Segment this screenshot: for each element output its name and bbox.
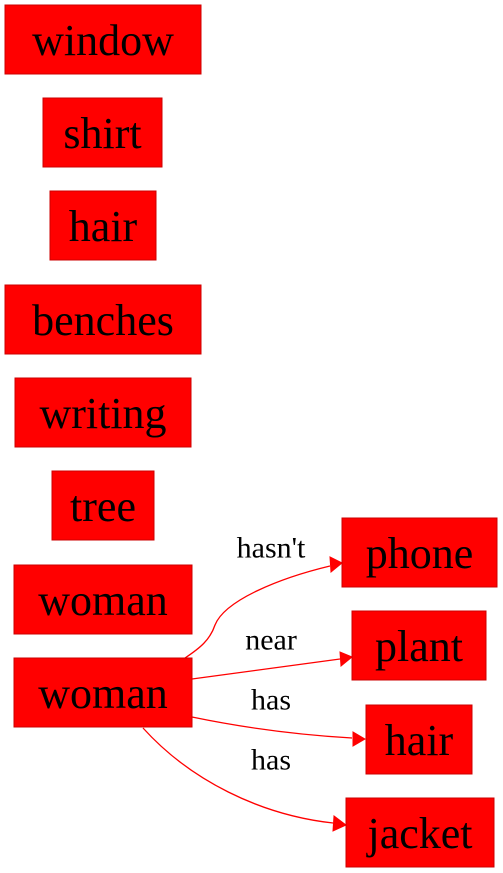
node-label: writing [39,389,166,438]
edge-woman2-hair2: has [191,684,366,747]
node-box [365,704,473,775]
node-label: jacket [365,809,472,858]
node-box [351,610,487,681]
edge-woman2-plant: near [191,624,353,680]
node-tree: tree [51,470,155,541]
arrowhead-icon [332,815,347,832]
edge-label: has [251,744,291,777]
node-woman1: woman [13,564,193,635]
node-label: plant [375,622,463,671]
edge-woman2-jacket: has [142,727,347,832]
edge-line [142,727,334,824]
arrowhead-icon [352,731,366,747]
node-box [4,284,202,355]
node-plant: plant [351,610,487,681]
node-box [13,657,193,728]
node-label: hair [385,716,454,765]
node-box [14,377,192,448]
node-box [341,517,498,588]
edges-layer: hasn't near has has [142,532,366,832]
node-box [49,190,157,261]
arrowhead-icon [329,556,343,574]
edge-line [191,716,353,739]
edge-label: has [251,684,291,717]
edge-label: hasn't [237,532,306,565]
node-label: tree [70,482,136,531]
node-label: phone [366,529,474,578]
arrowhead-icon [339,651,353,667]
node-box [4,4,202,75]
node-label: shirt [63,109,141,158]
edge-line [191,658,341,680]
node-box [51,470,155,541]
node-label: window [32,16,174,65]
node-box [13,564,193,635]
node-woman2: woman [13,657,193,728]
node-label: benches [32,296,174,345]
edge-line [184,565,331,659]
edge-woman2-phone: hasn't [184,532,343,659]
node-box [345,797,495,868]
node-phone: phone [341,517,498,588]
node-shirt: shirt [42,97,163,168]
edge-label: near [245,624,297,657]
node-box [42,97,163,168]
node-benches: benches [4,284,202,355]
node-jacket: jacket [345,797,495,868]
node-window: window [4,4,202,75]
node-label: woman [38,669,168,718]
node-label: hair [69,202,138,251]
node-label: woman [38,576,168,625]
node-writing: writing [14,377,192,448]
nodes-layer: window shirt hair benches writing tree woman wo… [4,4,498,868]
node-hair2: hair [365,704,473,775]
node-hair1: hair [49,190,157,261]
